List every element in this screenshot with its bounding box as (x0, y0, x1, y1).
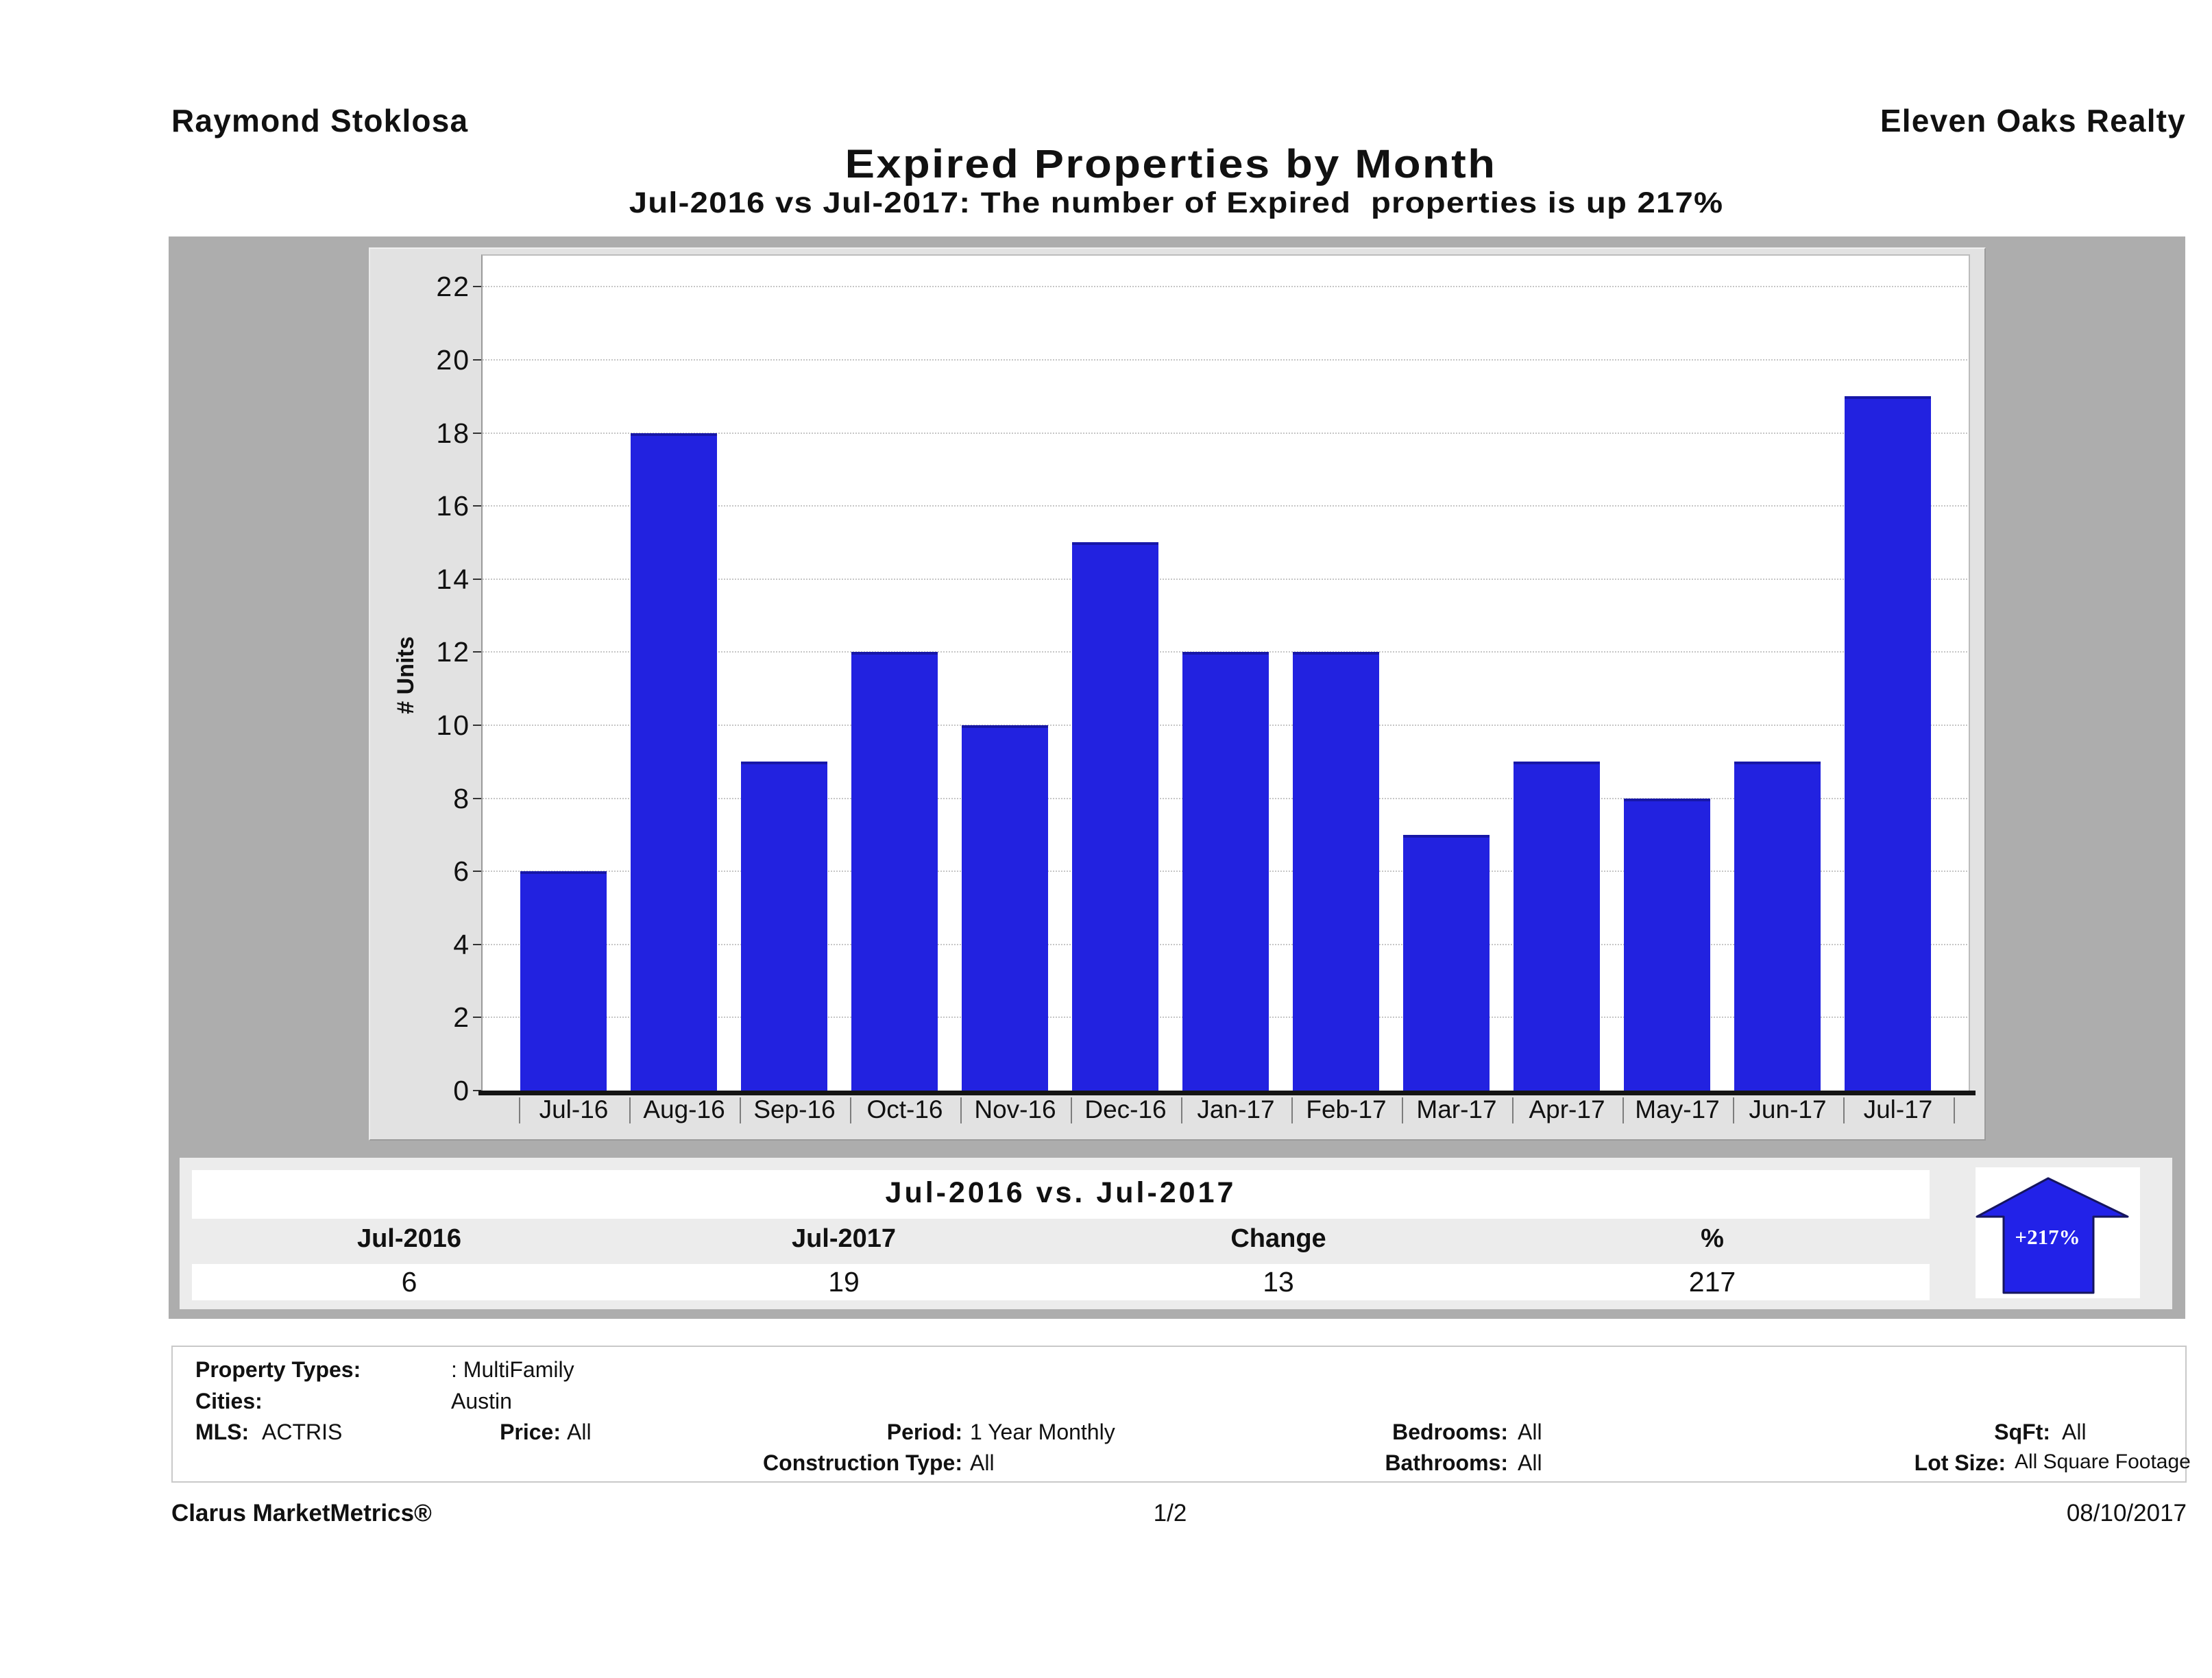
svg-text:+217%: +217% (2015, 1225, 2080, 1249)
